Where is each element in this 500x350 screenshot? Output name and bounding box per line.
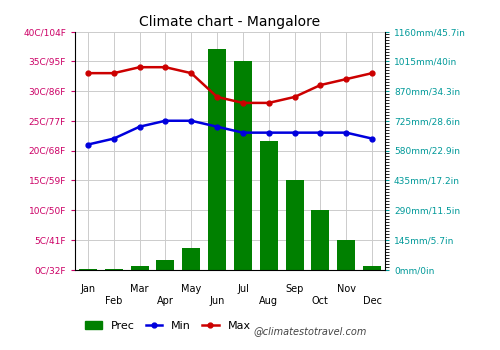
Bar xyxy=(156,260,174,270)
Text: May: May xyxy=(181,284,202,294)
Bar xyxy=(182,248,201,270)
Bar xyxy=(234,61,252,270)
Bar xyxy=(286,180,304,270)
Text: Aug: Aug xyxy=(259,296,278,306)
Bar xyxy=(208,49,226,270)
Legend: Prec, Min, Max: Prec, Min, Max xyxy=(80,316,255,335)
Bar xyxy=(363,266,381,270)
Text: Jun: Jun xyxy=(210,296,225,306)
Text: Feb: Feb xyxy=(105,296,122,306)
Text: Jul: Jul xyxy=(237,284,249,294)
Text: Jan: Jan xyxy=(80,284,96,294)
Text: Mar: Mar xyxy=(130,284,149,294)
Bar xyxy=(312,210,330,270)
Bar xyxy=(260,141,278,270)
Text: Dec: Dec xyxy=(362,296,382,306)
Text: @climatestotravel.com: @climatestotravel.com xyxy=(254,326,366,336)
Text: Nov: Nov xyxy=(337,284,356,294)
Bar xyxy=(337,240,355,270)
Text: Oct: Oct xyxy=(312,296,329,306)
Text: Apr: Apr xyxy=(157,296,174,306)
Title: Climate chart - Mangalore: Climate chart - Mangalore xyxy=(140,15,320,29)
Text: Sep: Sep xyxy=(286,284,304,294)
Bar xyxy=(130,266,148,270)
